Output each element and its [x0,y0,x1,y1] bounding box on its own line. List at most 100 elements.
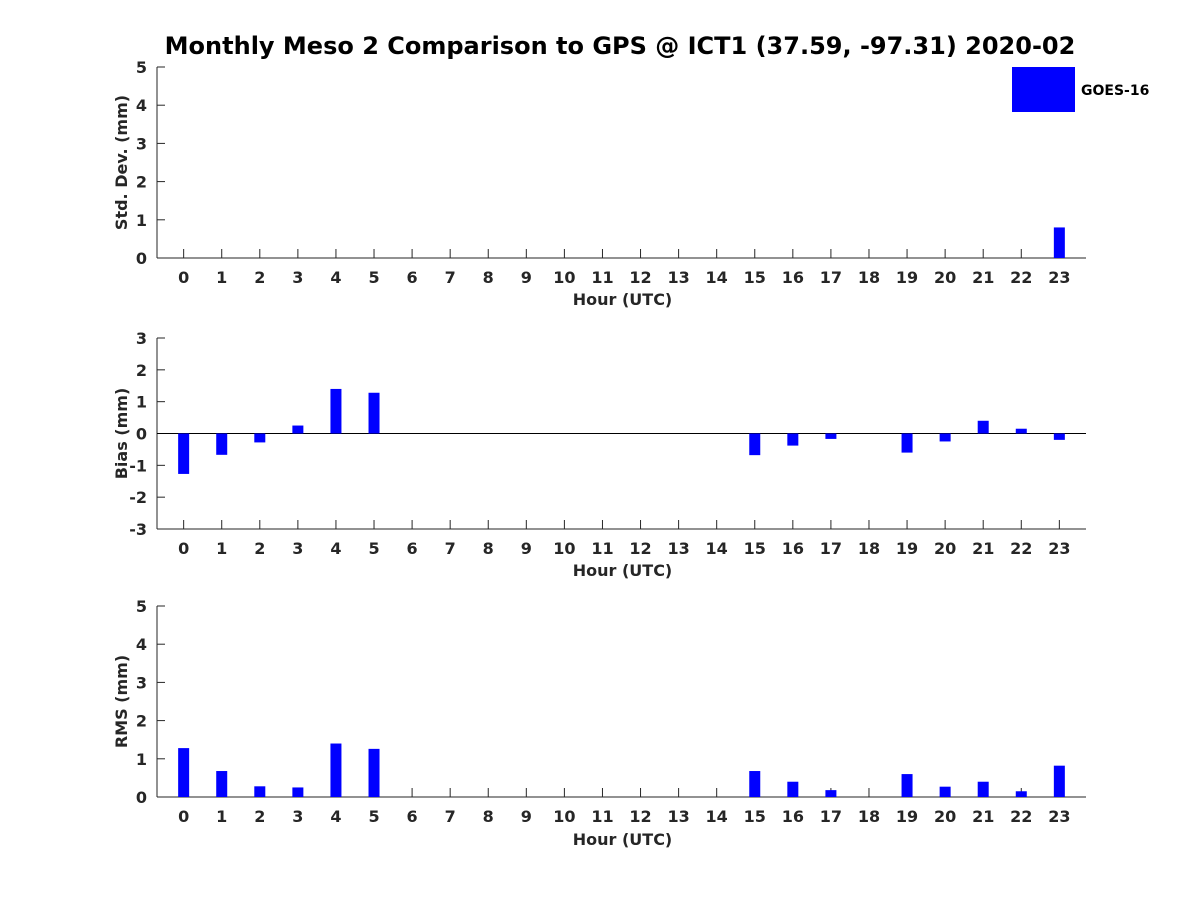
y-tick-label: 5 [136,597,147,616]
y-axis-label: Bias (mm) [112,388,131,480]
x-tick-label: 4 [330,268,341,287]
x-tick-label: 10 [553,539,575,558]
y-tick-label: 3 [136,673,147,692]
y-tick-label: -1 [129,456,147,475]
x-tick-label: 23 [1048,539,1070,558]
bar-hour-4 [330,388,342,434]
x-tick-label: 15 [744,268,766,287]
bar-hour-2 [254,433,266,443]
x-tick-label: 12 [629,268,651,287]
x-tick-label: 16 [782,539,804,558]
bar-hour-20 [939,433,951,442]
x-tick-label: 5 [368,539,379,558]
y-tick-label: 2 [136,173,147,192]
x-tick-label: 16 [782,268,804,287]
x-tick-label: 19 [896,268,918,287]
y-tick-label: 5 [136,58,147,77]
legend-label: GOES-16 [1081,83,1149,99]
bar-hour-1 [216,771,228,797]
bar-hour-15 [749,771,761,797]
x-tick-label: 21 [972,268,994,287]
x-tick-label: 4 [330,539,341,558]
x-tick-label: 19 [896,539,918,558]
x-tick-label: 11 [591,268,613,287]
bar-hour-5 [368,392,380,434]
x-tick-label: 23 [1048,807,1070,826]
x-tick-label: 6 [407,268,418,287]
bar-hour-3 [292,787,304,797]
x-tick-label: 5 [368,268,379,287]
x-tick-label: 3 [292,268,303,287]
x-tick-label: 1 [216,268,227,287]
bar-hour-22 [1015,428,1027,434]
x-tick-label: 9 [521,807,532,826]
y-tick-label: 3 [136,329,147,348]
x-tick-label: 14 [706,807,728,826]
x-tick-label: 2 [254,268,265,287]
bar-hour-0 [178,433,190,474]
x-tick-label: 23 [1048,268,1070,287]
x-tick-label: 17 [820,807,842,826]
y-tick-label: 1 [136,393,147,412]
x-tick-label: 3 [292,807,303,826]
x-tick-label: 19 [896,807,918,826]
bar-hour-21 [977,781,989,797]
x-tick-label: 20 [934,539,956,558]
x-tick-label: 8 [483,268,494,287]
x-tick-label: 12 [629,807,651,826]
x-tick-label: 1 [216,539,227,558]
x-tick-label: 21 [972,539,994,558]
x-tick-label: 8 [483,539,494,558]
y-tick-label: 0 [136,788,147,807]
x-tick-label: 12 [629,539,651,558]
x-tick-label: 22 [1010,268,1032,287]
x-tick-label: 7 [445,268,456,287]
x-tick-label: 9 [521,539,532,558]
x-tick-label: 17 [820,268,842,287]
bar-hour-20 [939,786,951,797]
x-tick-label: 14 [706,268,728,287]
y-tick-label: 2 [136,361,147,380]
x-tick-label: 5 [368,807,379,826]
y-tick-label: 3 [136,134,147,153]
x-tick-label: 0 [178,268,189,287]
x-tick-label: 10 [553,807,575,826]
x-tick-label: 20 [934,268,956,287]
x-tick-label: 18 [858,268,880,287]
y-tick-label: -3 [129,520,147,539]
x-tick-label: 6 [407,807,418,826]
x-tick-label: 11 [591,539,613,558]
y-axis-label: Std. Dev. (mm) [112,95,131,230]
y-tick-label: 4 [136,635,147,654]
x-tick-label: 22 [1010,807,1032,826]
x-tick-label: 18 [858,807,880,826]
y-tick-label: -2 [129,488,147,507]
x-tick-label: 2 [254,539,265,558]
bar-hour-22 [1015,791,1027,797]
x-tick-label: 14 [706,539,728,558]
bar-hour-15 [749,433,761,456]
x-tick-label: 9 [521,268,532,287]
bar-hour-23 [1053,433,1065,440]
legend: GOES-16 [1012,67,1149,112]
x-tick-label: 22 [1010,539,1032,558]
bar-hour-3 [292,425,304,434]
y-tick-label: 0 [136,425,147,444]
y-tick-label: 1 [136,750,147,769]
x-tick-label: 13 [667,807,689,826]
x-tick-label: 20 [934,807,956,826]
bar-hour-17 [825,790,837,797]
x-tick-label: 11 [591,807,613,826]
x-tick-label: 18 [858,539,880,558]
figure-title: Monthly Meso 2 Comparison to GPS @ ICT1 … [165,32,1076,60]
y-tick-label: 0 [136,249,147,268]
bar-hour-5 [368,748,380,797]
x-tick-label: 7 [445,807,456,826]
x-tick-label: 7 [445,539,456,558]
x-tick-label: 4 [330,807,341,826]
